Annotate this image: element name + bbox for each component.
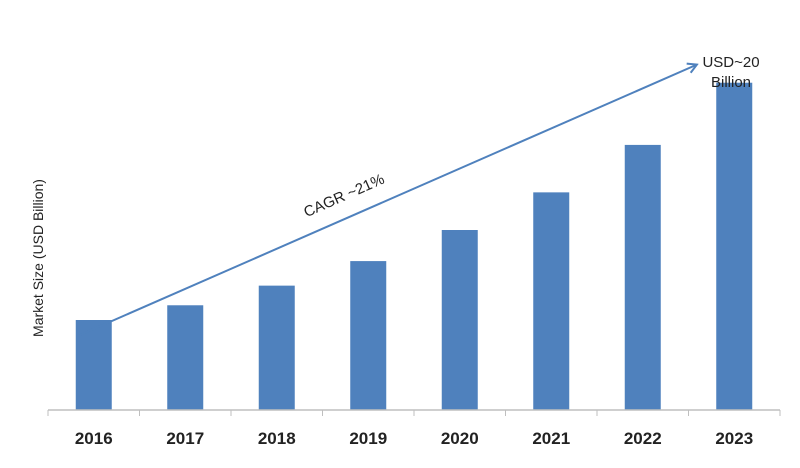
x-axis-tick-labels: 2016 2017 2018 2019 2020 2021 2022 2023 [75,429,753,448]
bar-2020 [441,230,478,410]
endpoint-value-label-line1: USD~20 [702,54,759,71]
x-tick-label-2021: 2021 [532,429,570,448]
bar-2021 [533,192,570,410]
bars-group [75,82,753,411]
x-tick-label-2023: 2023 [715,429,753,448]
x-tick-label-2020: 2020 [441,429,479,448]
bar-2023 [716,82,753,411]
bar-2018 [258,285,295,410]
x-tick-label-2019: 2019 [349,429,387,448]
endpoint-value-label-line2: Billion [711,74,751,91]
x-tick-label-2017: 2017 [166,429,204,448]
cagr-label: CAGR ~21% [301,171,387,221]
y-axis-title: Market Size (USD Billion) [30,179,46,337]
x-tick-label-2016: 2016 [75,429,113,448]
bar-2022 [624,144,661,410]
cagr-trend-arrow [79,65,696,336]
x-tick-label-2018: 2018 [258,429,296,448]
x-axis-ticks [47,410,781,416]
x-tick-label-2022: 2022 [624,429,662,448]
bar-2019 [350,261,387,410]
bar-2017 [167,305,204,410]
